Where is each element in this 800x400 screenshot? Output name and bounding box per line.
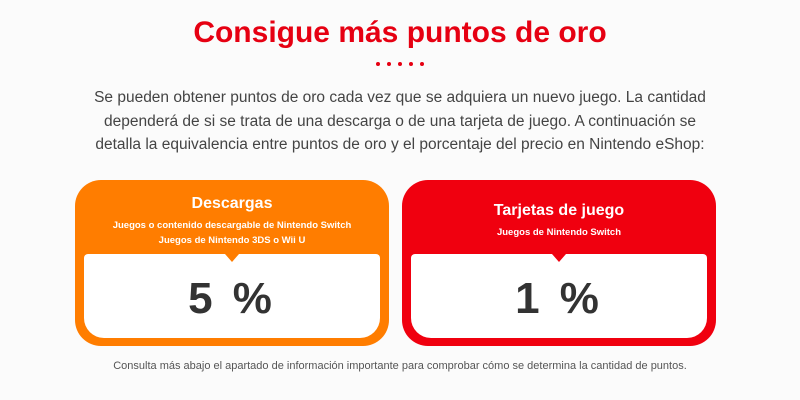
footer-note: Consulta más abajo el apartado de inform… [113, 360, 687, 372]
card-value: 5 % [188, 274, 276, 323]
card-subtitle: Juegos de Nintendo Switch [496, 227, 622, 238]
card-title: Descargas [191, 194, 273, 212]
card-header: Tarjetas de juego Juegos de Nintendo Swit… [411, 188, 707, 254]
card-body: 5 % [84, 254, 380, 338]
card-subtitle: Juegos de Nintendo 3DS o Wii U [158, 234, 306, 246]
card-header: Descargas Juegos o contenido descargable … [84, 188, 380, 254]
section-title: Consigue más puntos de oro [193, 16, 607, 49]
card-value: 1 % [515, 274, 603, 323]
points-card: Tarjetas de juego Juegos de Nintendo Swit… [402, 180, 716, 346]
card-subtitle: Juegos o contenido descargable de Ninten… [112, 219, 352, 231]
card-body: 1 % [411, 254, 707, 338]
points-card: Descargas Juegos o contenido descargable … [75, 180, 389, 346]
card-title: Tarjetas de juego [493, 202, 625, 219]
title-dots [0, 62, 800, 66]
intro-text: Se pueden obtener puntos de oro cada vez… [94, 89, 706, 153]
